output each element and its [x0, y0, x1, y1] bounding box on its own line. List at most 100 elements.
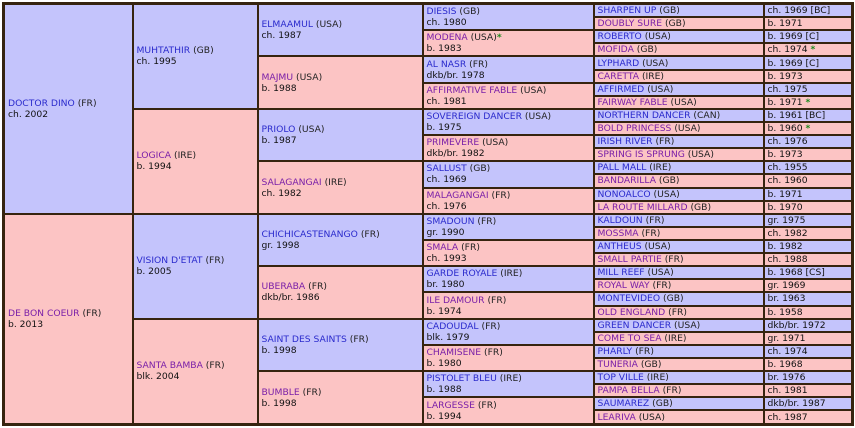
horse-name-link[interactable]: KALDOUN — [597, 214, 643, 226]
horse-name-link[interactable]: MONTEVIDEO — [597, 293, 661, 305]
horse-name-link[interactable]: ROYAL WAY — [597, 280, 650, 292]
horse-country: (IRE) — [646, 372, 669, 384]
horse-name-link[interactable]: AFFIRMED — [597, 83, 645, 95]
horse-cell-gen5-4: LYPHARD (USA) — [592, 55, 765, 71]
horse-name-link[interactable]: PHARLY — [597, 345, 633, 357]
horse-detail: b. 1998 — [261, 397, 297, 409]
horse-name-link[interactable]: GREEN DANCER — [597, 319, 672, 331]
horse-name-link[interactable]: MODENA — [426, 32, 468, 44]
horse-name-link[interactable]: CARETTA — [597, 70, 640, 82]
horse-name-link[interactable]: BOLD PRINCESS — [597, 123, 672, 135]
horse-detail: gr. 1990 — [426, 226, 465, 238]
horse-detail: dkb/br. 1986 — [261, 292, 320, 304]
horse-name-link[interactable]: ANTHEUS — [597, 241, 642, 253]
horse-detail: b. 1974 — [426, 305, 462, 317]
horse-name-link[interactable]: COME TO SEA — [597, 332, 662, 344]
horse-cell-gen3-0: ELMAAMUL (USA) ch. 1987 — [256, 2, 424, 58]
pedigree-row: PAMPA BELLA (FR) ch. 1981 — [4, 383, 854, 399]
horse-cell-gen5-23: OLD ENGLAND (FR) — [592, 304, 765, 320]
horse-cell-gen5-10: IRISH RIVER (FR) — [592, 134, 765, 150]
horse-name-link[interactable]: PRIMEVERE — [426, 137, 480, 149]
horse-name-link[interactable]: MUHTATHIR — [136, 45, 191, 57]
horse-name-link[interactable]: ELMAAMUL — [261, 19, 313, 31]
horse-detail: b. 1961 [BC] — [767, 109, 826, 121]
horse-name-link[interactable]: SOVEREIGN DANCER — [426, 111, 522, 122]
horse-name-link[interactable]: MALAGANGAI — [426, 189, 489, 201]
horse-name-link[interactable]: SHARPEN UP — [597, 5, 657, 17]
horse-name-link[interactable]: NORTHERN DANCER — [597, 109, 691, 121]
horse-detail: br. 1963 — [767, 293, 806, 305]
horse-name-link[interactable]: PALL MALL — [597, 162, 647, 174]
horse-detail: ch. 1982 — [261, 187, 302, 199]
horse-name-link[interactable]: SANTA BAMBA — [136, 360, 203, 372]
horse-name-link[interactable]: DE BON COEUR — [8, 307, 80, 319]
horse-name-link[interactable]: SPRING IS SPRUNG — [597, 149, 685, 161]
horse-name-link[interactable]: PISTOLET BLEU — [426, 373, 497, 385]
horse-detail-cell: b. 1969 [C] — [762, 29, 854, 45]
horse-name-link[interactable]: CADOUDAL — [426, 320, 479, 332]
horse-name-link[interactable]: SMALA — [426, 242, 459, 254]
horse-name-link[interactable]: SAINT DES SAINTS — [261, 333, 347, 345]
horse-detail-cell: dkb/br. 1972 — [762, 317, 854, 333]
horse-detail-cell: ch. 1982 — [762, 225, 854, 241]
horse-name-link[interactable]: AFFIRMATIVE FABLE — [426, 84, 518, 96]
horse-name-link[interactable]: UBERABA — [261, 281, 306, 293]
horse-name-link[interactable]: SMALL PARTIE — [597, 254, 662, 266]
horse-name-link[interactable]: CHICHICASTENANGO — [261, 228, 358, 240]
horse-name-link[interactable]: LEARIVA — [597, 411, 636, 423]
horse-name-link[interactable]: MAJMU — [261, 71, 294, 83]
horse-name-link[interactable]: VISION D'ETAT — [136, 255, 203, 267]
pedigree-row: UBERABA (FR) dkb/br. 1986 GARDE ROYALE (IR… — [4, 265, 854, 320]
horse-name-link[interactable]: MOSSMA — [597, 227, 639, 239]
horse-name-link[interactable]: CHAMISENE — [426, 346, 482, 358]
horse-name-link[interactable]: PRIOLO — [261, 124, 296, 136]
horse-detail-cell: b. 1961 [BC] — [762, 107, 854, 124]
horse-name-link[interactable]: NONOALCO — [597, 188, 651, 200]
horse-name-link[interactable]: TOP VILLE — [597, 372, 644, 384]
horse-detail: b. 1971 — [767, 188, 803, 200]
horse-name-link[interactable]: LOGICA — [136, 150, 172, 162]
horse-detail: br. 1980 — [426, 279, 465, 291]
star-icon: * — [810, 44, 816, 56]
horse-detail: br. 1976 — [767, 372, 806, 384]
horse-country: (FR) — [477, 399, 497, 411]
horse-name-link[interactable]: GARDE ROYALE — [426, 268, 498, 280]
horse-name-link[interactable]: SAUMAREZ — [597, 398, 650, 410]
horse-detail: ch. 1955 — [767, 162, 808, 174]
horse-name-link[interactable]: AL NASR — [426, 58, 467, 70]
horse-cell-gen3-4: CHICHICASTENANGO (FR) gr. 1998 — [256, 212, 424, 268]
horse-country: (IRE) — [664, 332, 687, 344]
horse-detail: b. 1971 — [767, 18, 803, 30]
horse-detail: b. 1983 — [426, 43, 462, 55]
horse-name-link[interactable]: ROBERTO — [597, 31, 642, 43]
horse-name-link[interactable]: DOUBLY SURE — [597, 18, 663, 30]
horse-country: (IRE) — [500, 268, 523, 280]
horse-name-link[interactable]: DOCTOR DINO — [8, 97, 75, 109]
horse-name-link[interactable]: LARGESSE — [426, 399, 475, 411]
horse-name-link[interactable]: FAIRWAY FABLE — [597, 96, 668, 108]
horse-name-link[interactable]: TUNERIA — [597, 359, 638, 371]
horse-detail: ch. 1974 — [767, 44, 808, 56]
horse-name-link[interactable]: SMADOUN — [426, 215, 475, 227]
horse-name-link[interactable]: OLD ENGLAND — [597, 306, 666, 318]
horse-detail: ch. 1969 — [426, 174, 467, 186]
horse-name-link[interactable]: DIESIS — [426, 6, 457, 18]
horse-name-link[interactable]: ILE DAMOUR — [426, 294, 485, 306]
horse-name-link[interactable]: SALLUST — [426, 163, 467, 175]
horse-name-link[interactable]: BUMBLE — [261, 386, 300, 398]
horse-name-link[interactable]: IRISH RIVER — [597, 136, 653, 148]
horse-name-link[interactable]: LA ROUTE MILLARD — [597, 201, 688, 213]
horse-detail: ch. 1974 — [767, 345, 808, 357]
horse-name-link[interactable]: LYPHARD — [597, 57, 640, 69]
horse-detail-cell: gr. 1975 — [762, 212, 854, 228]
horse-name-link[interactable]: BANDARILLA — [597, 175, 657, 187]
horse-detail-cell: b. 1973 — [762, 68, 854, 84]
horse-name-link[interactable]: PAMPA BELLA — [597, 385, 660, 397]
horse-detail: b. 1969 [C] — [767, 31, 820, 43]
horse-detail: dkb/br. 1972 — [767, 319, 826, 331]
horse-name-link[interactable]: SALAGANGAI — [261, 176, 322, 188]
horse-name-link[interactable]: MOFIDA — [597, 44, 634, 56]
horse-detail: ch. 2002 — [8, 108, 49, 120]
horse-name-link[interactable]: MILL REEF — [597, 267, 645, 279]
